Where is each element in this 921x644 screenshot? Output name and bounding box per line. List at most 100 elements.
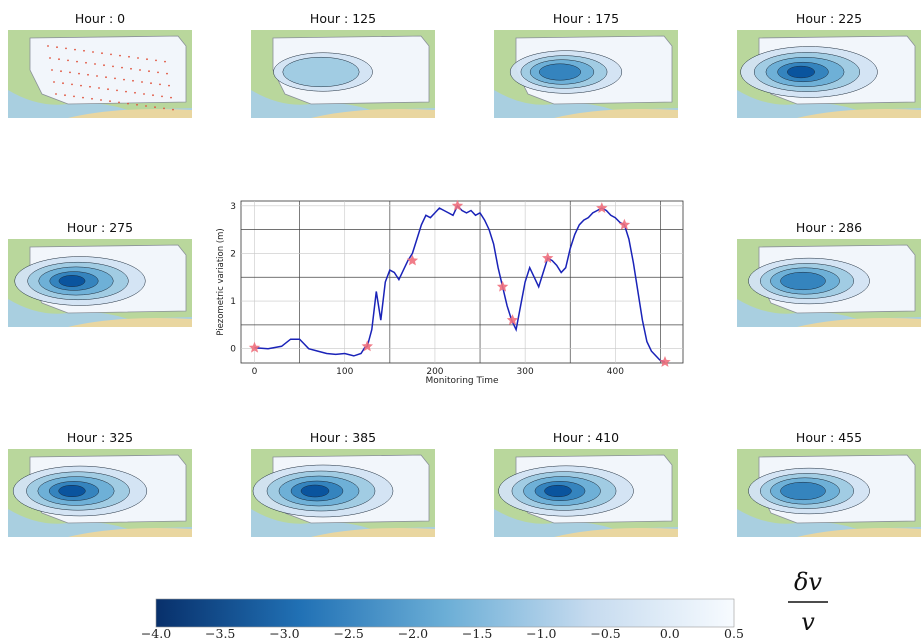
monitoring-area (29, 35, 187, 105)
colorbar-tick-label: −1.5 (462, 626, 492, 640)
y-tick-label: 2 (230, 249, 236, 259)
sensor-dot (109, 100, 111, 103)
panel-title: Hour : 325 (66, 430, 134, 445)
map-panel: Hour : 125 (251, 10, 435, 118)
colorbar-tick-label: −2.5 (333, 626, 363, 640)
contour-level (780, 481, 826, 501)
sensor-dot (145, 105, 147, 107)
time-marker-star (542, 252, 554, 263)
sensor-dot (78, 72, 80, 75)
map-panel: Hour : 385 (251, 429, 435, 537)
sensor-dot (114, 77, 116, 80)
sensor-dot (82, 96, 84, 99)
sensor-dot (76, 60, 78, 63)
map-panel: Hour : 455 (737, 429, 921, 537)
sensor-dot (112, 65, 114, 68)
sensor-dot (89, 85, 91, 88)
sensor-dot (132, 79, 134, 82)
time-marker-star (248, 341, 261, 353)
sensor-dot (92, 51, 94, 53)
map-panel: Hour : 0 (8, 10, 192, 118)
sensor-dot (51, 69, 53, 71)
time-marker-star (596, 202, 608, 213)
piezometric-chart: 0 100 200 300 400 0 1 2 3 Monitoring Time Piezomet… (213, 195, 693, 395)
sensor-dot (137, 57, 139, 59)
sensor-dot (168, 84, 170, 87)
sensor-dot (53, 81, 55, 83)
sensor-dot (155, 59, 157, 62)
sand-bank (554, 528, 678, 537)
contour-level (282, 56, 360, 88)
sand-bank (68, 318, 192, 327)
contour-level (58, 484, 86, 498)
sensor-dot (49, 57, 51, 59)
colorbar-tick-label: −1.0 (526, 626, 556, 640)
sensor-dot (85, 61, 87, 64)
panel-map (251, 30, 435, 118)
sensor-dot (157, 71, 159, 74)
sensor-dot (146, 58, 148, 61)
sensor-dot (127, 102, 129, 105)
sensor-dot (119, 54, 121, 57)
sensor-dot (141, 81, 143, 83)
sensor-dot (128, 55, 130, 58)
sensor-dot (96, 75, 98, 77)
time-marker-star (618, 218, 631, 230)
map-panel: Hour : 286 (737, 219, 921, 327)
sensor-dot (60, 70, 62, 73)
time-marker-star (506, 314, 519, 325)
sensor-dot (121, 66, 123, 69)
panel-title: Hour : 125 (309, 11, 377, 26)
sensor-dot (64, 94, 66, 97)
sand-bank (68, 109, 192, 118)
x-tick-label: 400 (607, 367, 624, 377)
panel-map (8, 239, 192, 327)
colorbar-tick-label: −4.0 (141, 626, 171, 640)
sensor-dot (105, 76, 107, 79)
panel-title: Hour : 410 (552, 430, 620, 445)
colorbar-tick-label: −0.5 (590, 626, 620, 640)
contour-level (780, 271, 826, 291)
x-tick-label: 100 (336, 367, 353, 377)
contour-level (787, 65, 815, 79)
sensor-dot (62, 82, 64, 85)
time-marker-star (496, 280, 509, 292)
sensor-dot (107, 88, 109, 91)
panel-map (8, 449, 192, 537)
sensor-dot (74, 48, 76, 51)
sensor-dot (110, 53, 112, 56)
sensor-dot (71, 83, 73, 86)
sand-bank (797, 528, 921, 537)
contour-level (539, 63, 581, 81)
sensor-dot (73, 95, 75, 98)
sand-bank (797, 109, 921, 118)
contour-level (58, 275, 86, 287)
time-marker-star (451, 199, 464, 211)
colorbar-tick-label: −3.0 (269, 626, 299, 640)
x-axis-label: Monitoring Time (425, 376, 498, 386)
sensor-dot (123, 78, 125, 81)
panel-map (737, 30, 921, 118)
time-marker-star (406, 254, 419, 266)
time-marker-star (659, 356, 671, 367)
sensor-dot (101, 52, 103, 55)
sensor-dot (139, 69, 141, 71)
sensor-dot (166, 72, 168, 75)
sand-bank (68, 528, 192, 537)
map-panel: Hour : 175 (494, 10, 678, 118)
sensor-dot (116, 89, 118, 92)
sensor-dot (80, 84, 82, 87)
colorbar-tick-label: 0.0 (660, 626, 680, 640)
sensor-dot (118, 101, 120, 104)
colorbar-label: δv v (776, 560, 836, 640)
map-panel: Hour : 325 (8, 429, 192, 537)
sensor-dot (136, 103, 138, 106)
sand-bank (797, 318, 921, 327)
sensor-dot (98, 87, 100, 89)
panel-map (251, 449, 435, 537)
sensor-dot (172, 108, 174, 111)
sensor-dot (47, 45, 49, 47)
sensor-dot (163, 107, 165, 110)
sand-bank (311, 528, 435, 537)
panel-map (8, 30, 192, 118)
